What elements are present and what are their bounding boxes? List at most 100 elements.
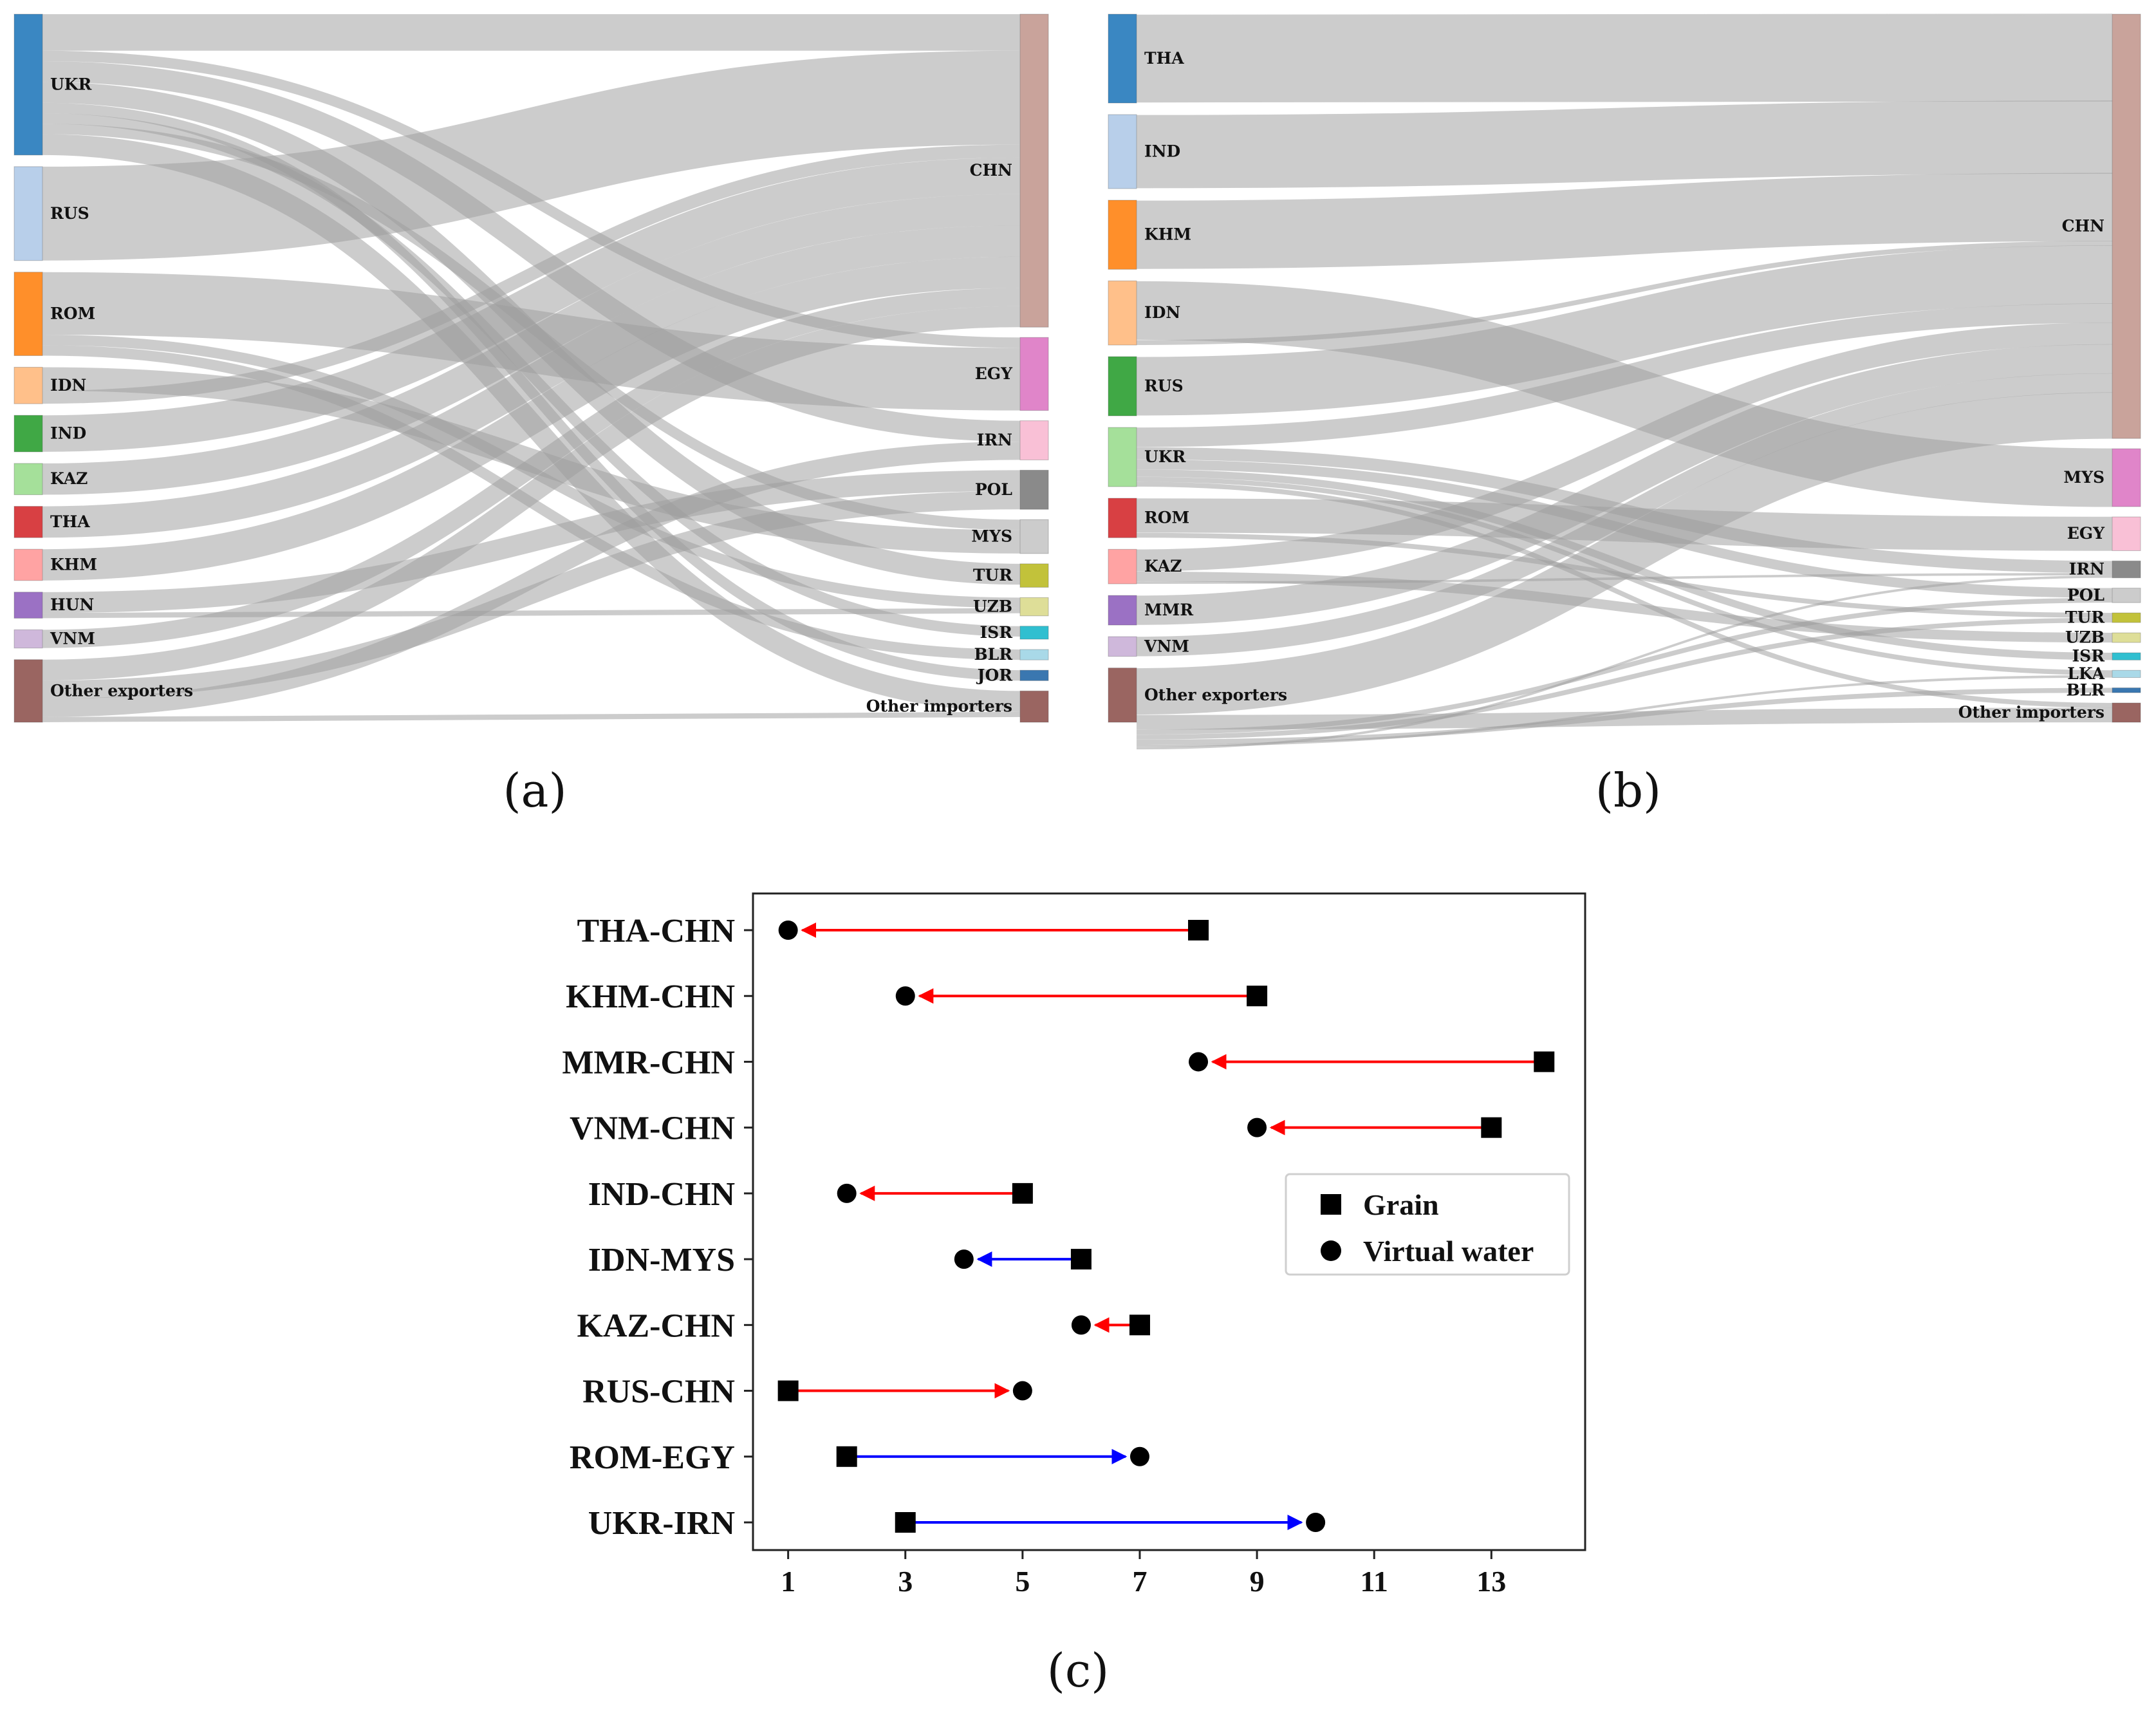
- importer-label-egy: EGY: [975, 364, 1013, 383]
- importer-node-pol: [1019, 469, 1049, 510]
- exporter-label-kaz: KAZ: [50, 469, 88, 488]
- importer-node-pol: [2112, 588, 2141, 603]
- flow-mmr-to-chn: [1136, 344, 2113, 625]
- exporter-node-rom: [14, 272, 43, 356]
- plot-frame: [752, 892, 1586, 1551]
- flow-hun-to-pol: [42, 470, 1021, 613]
- importer-node-egy: [2112, 516, 2141, 551]
- exporter-node-khm: [1108, 200, 1137, 270]
- importer-label-egy: EGY: [2067, 524, 2105, 543]
- x-tick-label-9: 9: [1250, 1565, 1265, 1598]
- grain-marker-rus-chn: [777, 1380, 799, 1401]
- importer-node-irn: [1019, 420, 1049, 460]
- y-label-khm-chn: KHM-CHN: [566, 978, 735, 1015]
- importer-label-chn: CHN: [2062, 217, 2105, 236]
- importer-node-lka: [2112, 669, 2141, 678]
- flow-ukr-to-chn: [1136, 303, 2113, 447]
- importer-node-irn: [2112, 560, 2141, 579]
- importer-node-other-importers: [1019, 690, 1049, 723]
- flow-other-exporters-to-tur: [1136, 617, 2113, 740]
- x-tick-label-7: 7: [1132, 1565, 1147, 1598]
- importer-node-other-importers: [2112, 702, 2141, 723]
- exporter-node-idn: [14, 366, 43, 404]
- importer-node-isr: [1019, 626, 1049, 640]
- importer-node-isr: [2112, 652, 2141, 660]
- exporter-node-hun: [14, 592, 43, 619]
- exporter-node-ind: [1108, 114, 1137, 189]
- y-label-idn-mys: IDN-MYS: [588, 1242, 735, 1278]
- importer-label-blr: BLR: [974, 645, 1013, 664]
- sankey-flows-a: [42, 14, 1021, 723]
- exporter-label-vnm: VNM: [50, 630, 95, 648]
- flow-other-exporters-to-lka: [1136, 675, 2113, 747]
- flow-ind-to-chn: [42, 157, 1021, 452]
- virtual-water-marker-mmr-chn: [1189, 1052, 1209, 1072]
- importer-label-pol: POL: [2067, 586, 2105, 604]
- virtual-water-marker-tha-chn: [778, 921, 798, 940]
- exporter-label-khm: KHM: [50, 556, 97, 574]
- exporter-label-rom: ROM: [1144, 509, 1189, 527]
- importer-label-other-importers: Other importers: [1958, 703, 2105, 722]
- exporter-label-kaz: KAZ: [1144, 557, 1182, 575]
- grain-marker-ukr-irn: [895, 1512, 916, 1533]
- exporter-node-kaz: [1108, 548, 1137, 584]
- y-label-vnm-chn: VNM-CHN: [570, 1110, 735, 1147]
- exporter-node-other-exporters: [14, 659, 43, 723]
- virtual-water-marker-kaz-chn: [1071, 1315, 1091, 1335]
- importer-node-uzb: [2112, 632, 2141, 643]
- caption-a: (a): [503, 763, 566, 818]
- exporter-label-other-exporters: Other exporters: [1144, 686, 1287, 704]
- x-tick-label-3: 3: [898, 1565, 913, 1598]
- grain-marker-kaz-chn: [1129, 1314, 1150, 1336]
- exporter-label-ind: IND: [1144, 142, 1180, 161]
- flow-khm-to-chn: [42, 256, 1021, 581]
- exporter-label-idn: IDN: [50, 376, 86, 395]
- dumbbell-panel-c: 1 3 5 7 9 11 13THA-CHNKHM-CHNMMR-CHNVNM-CHNIND…: [562, 892, 1586, 1598]
- importer-label-isr: ISR: [980, 623, 1012, 642]
- flow-other-exporters-to-irn: [42, 442, 1021, 717]
- flow-kaz-to-chn: [1136, 323, 2113, 572]
- grain-marker-tha-chn: [1188, 920, 1209, 940]
- y-label-ukr-irn: UKR-IRN: [588, 1505, 735, 1542]
- flow-ind-to-chn: [1136, 100, 2113, 189]
- grain-marker-ind-chn: [1012, 1183, 1033, 1204]
- importer-label-other-importers: Other importers: [866, 697, 1012, 716]
- importer-node-uzb: [1019, 597, 1049, 617]
- exporter-node-ind: [14, 415, 43, 453]
- importer-label-lka: LKA: [2067, 664, 2105, 683]
- importer-node-mys: [1019, 519, 1049, 554]
- exporter-label-vnm: VNM: [1144, 637, 1189, 655]
- virtual-water-marker-khm-chn: [895, 986, 915, 1006]
- exporter-label-ind: IND: [50, 424, 86, 443]
- legend: Grain Virtual water: [1285, 1173, 1570, 1276]
- sankey-panel-a: UKR RUS ROM IDN IND KAZ THA KHM HUN VNM Other expo…: [14, 14, 1049, 723]
- virtual-water-marker-rus-chn: [1012, 1381, 1032, 1401]
- exporter-label-idn: IDN: [1144, 303, 1180, 322]
- importer-node-blr: [1019, 649, 1049, 660]
- grain-marker-khm-chn: [1247, 986, 1268, 1007]
- flow-rus-to-chn: [1136, 245, 2113, 416]
- flow-vnm-to-chn: [42, 288, 1021, 648]
- importer-label-irn: IRN: [977, 431, 1012, 449]
- exporter-node-idn: [1108, 280, 1137, 346]
- importer-label-uzb: UZB: [2065, 628, 2105, 647]
- legend-virtual-water-marker: [1321, 1240, 1341, 1261]
- exporter-label-other-exporters: Other exporters: [50, 681, 193, 700]
- grain-marker-mmr-chn: [1534, 1051, 1555, 1072]
- importer-label-uzb: UZB: [973, 597, 1012, 616]
- importer-node-egy: [1019, 337, 1049, 411]
- exporter-label-tha: THA: [50, 512, 90, 531]
- exporter-node-vnm: [1108, 636, 1137, 657]
- exporter-node-rus: [14, 166, 43, 261]
- importer-label-tur: TUR: [973, 566, 1012, 584]
- exporter-node-ukr: [14, 14, 43, 156]
- exporter-node-vnm: [14, 629, 43, 649]
- y-label-rom-egy: ROM-EGY: [570, 1439, 735, 1476]
- importer-node-tur: [2112, 612, 2141, 623]
- exporter-label-tha: THA: [1144, 49, 1184, 68]
- flow-ukr-to-irn: [42, 61, 1021, 442]
- caption-c: (c): [1047, 1643, 1110, 1697]
- virtual-water-marker-ukr-irn: [1306, 1513, 1326, 1532]
- flow-vnm-to-chn: [1136, 373, 2113, 657]
